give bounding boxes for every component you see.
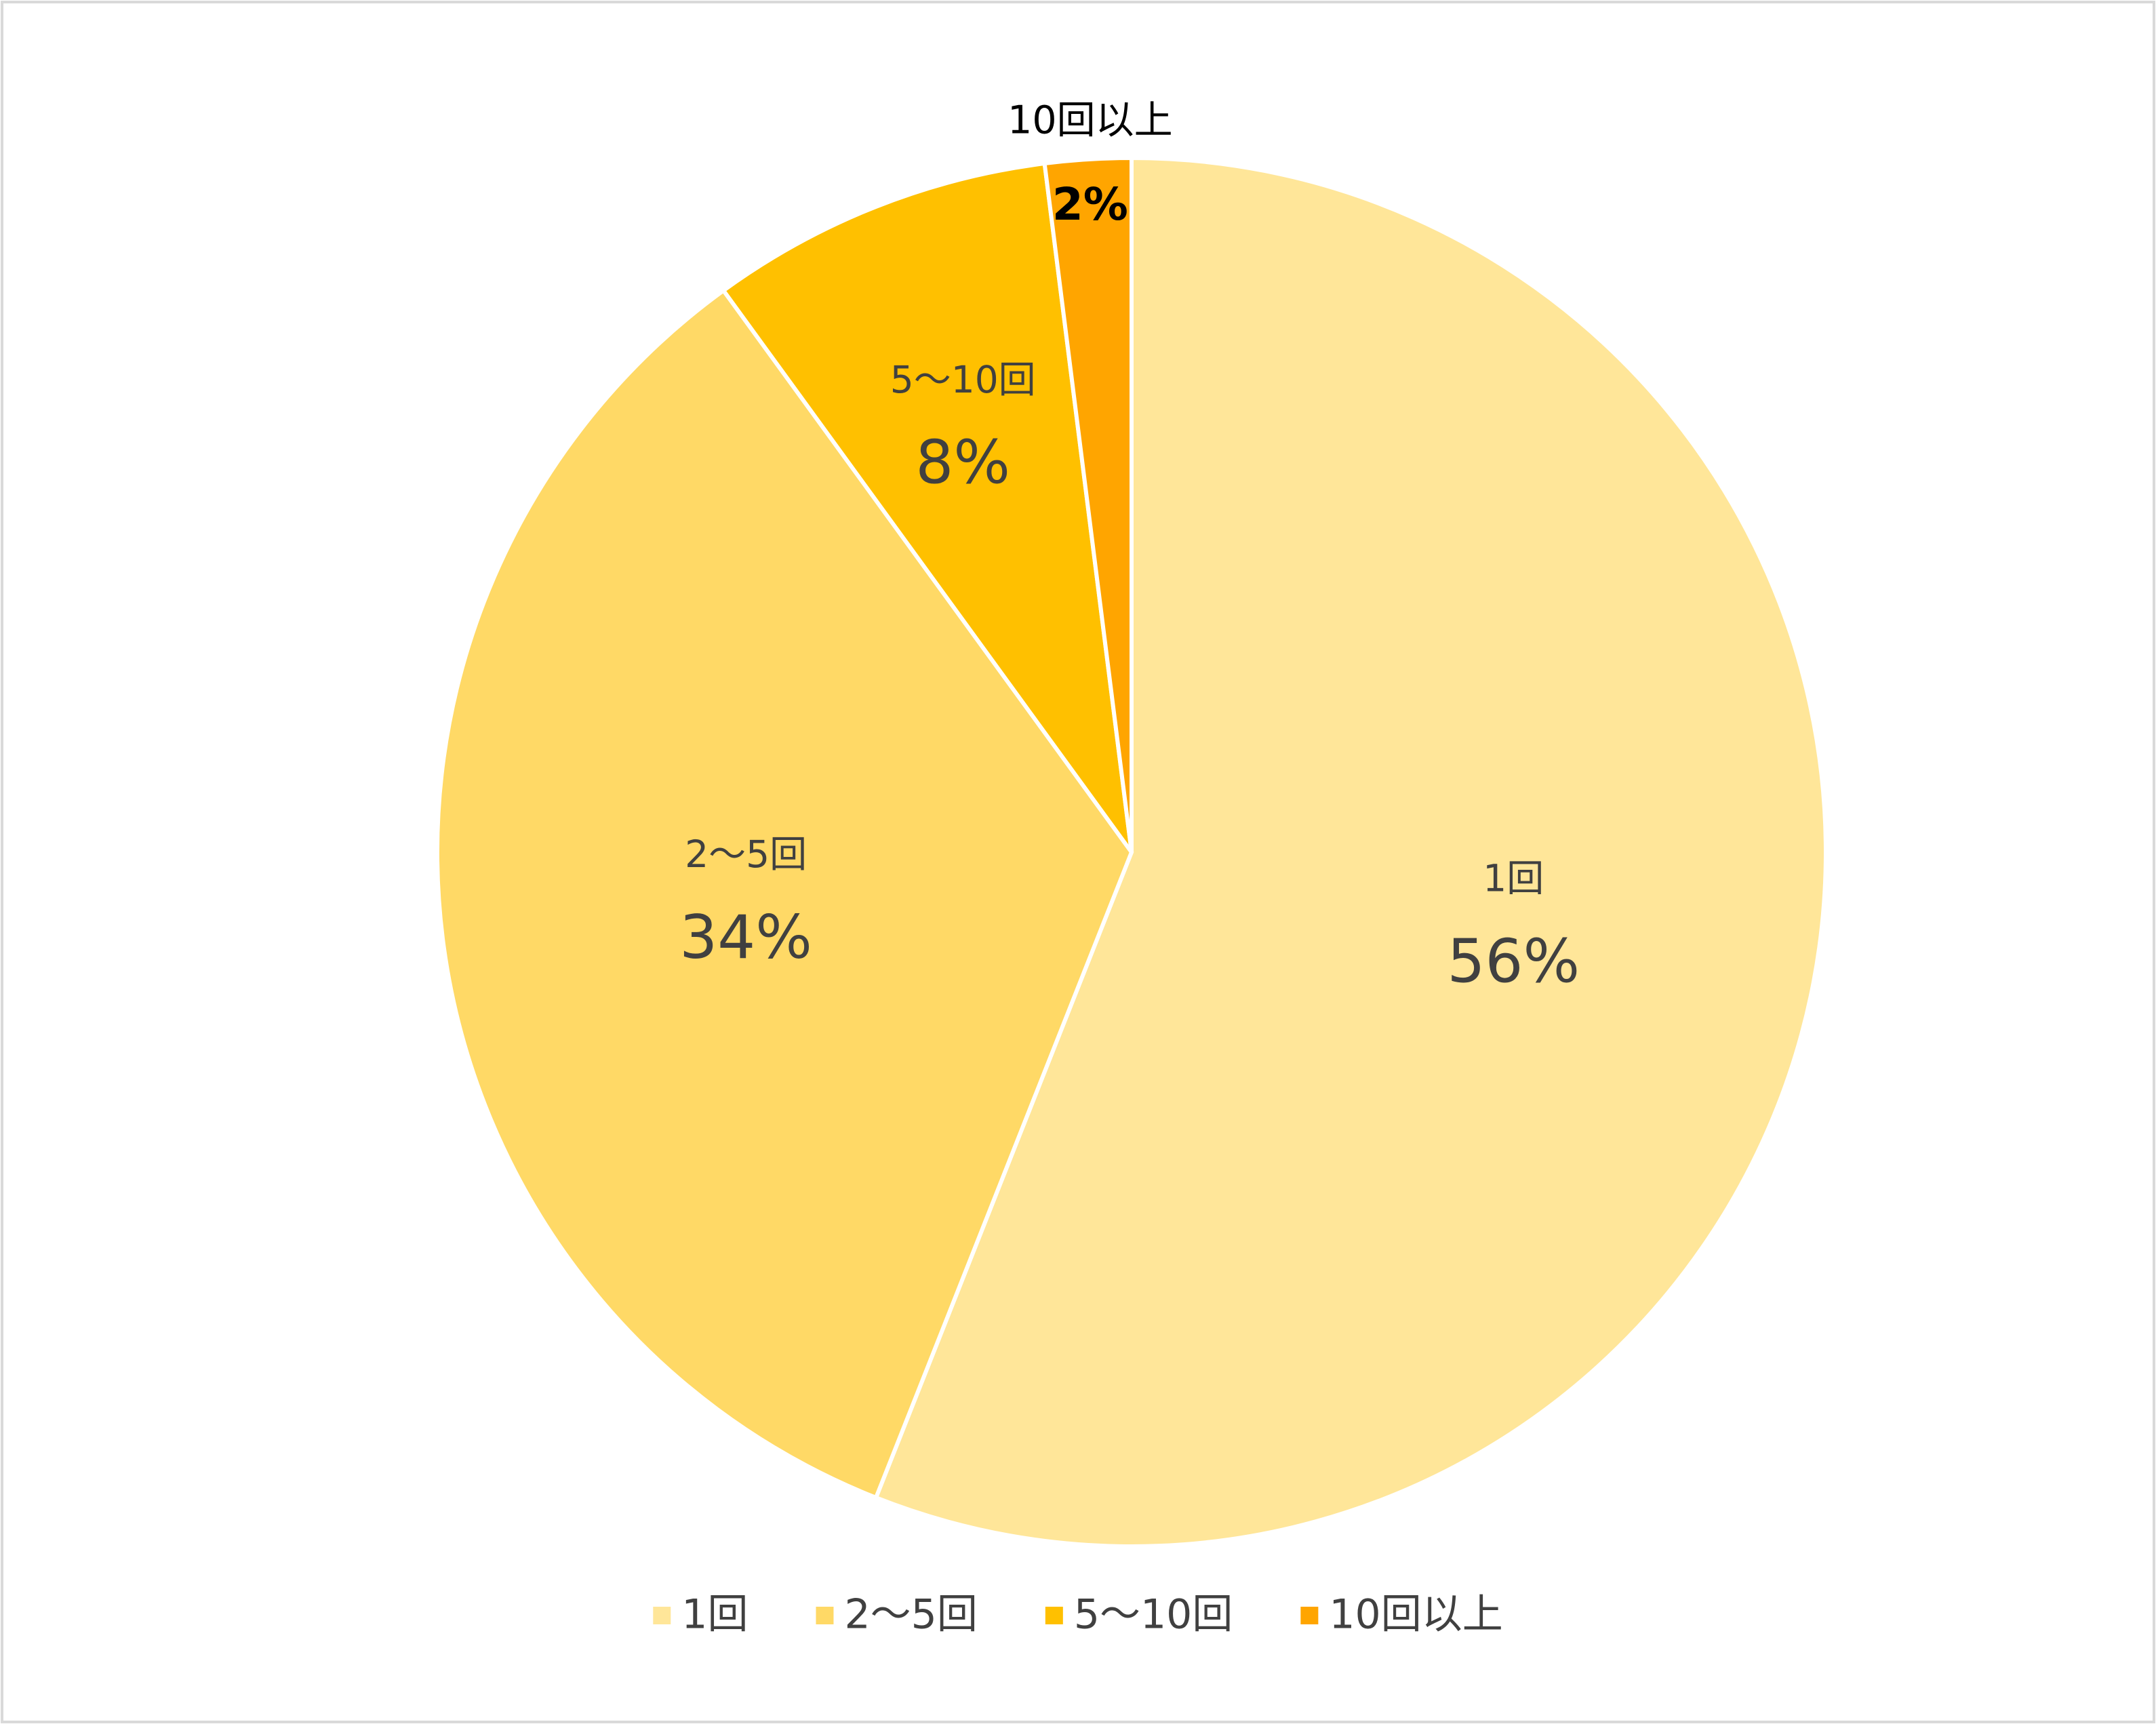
slice-value-label: 56% — [1447, 926, 1580, 996]
slice-category-label: 10回以上 — [1007, 98, 1173, 143]
pie-slice — [720, 161, 1134, 854]
legend-swatch — [1300, 1607, 1319, 1624]
slice-category-label: 1回 — [1483, 857, 1544, 900]
pie-slice — [1042, 155, 1134, 853]
pie-slice — [873, 155, 1828, 1548]
legend-swatch — [816, 1607, 834, 1624]
slice-category-label: 5～10回 — [890, 358, 1036, 401]
legend-label: 2～5回 — [844, 1591, 977, 1639]
slice-value-label: 8% — [915, 428, 1010, 498]
legend-swatch — [1045, 1607, 1063, 1624]
slice-value-label: 34% — [679, 902, 812, 972]
legend-label: 10回以上 — [1329, 1591, 1502, 1639]
slice-value-label: 2% — [1052, 178, 1128, 230]
pie-slice — [435, 287, 1134, 1500]
legend-swatch — [653, 1607, 671, 1624]
legend-label: 5～10回 — [1074, 1591, 1233, 1639]
legend-label: 1回 — [681, 1591, 748, 1639]
slice-category-label: 2～5回 — [685, 833, 807, 876]
